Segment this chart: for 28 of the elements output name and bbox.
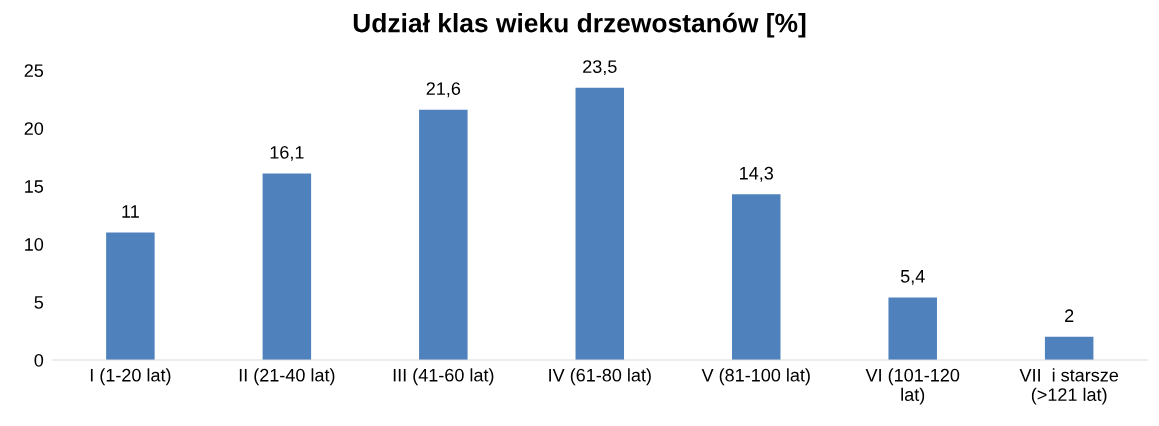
- y-tick-label: 10: [25, 238, 44, 251]
- x-tick-label: I (1-20 lat): [90, 368, 171, 386]
- y-tick-label: 5: [34, 296, 44, 309]
- data-label: 5,4: [900, 270, 925, 285]
- bar: [262, 173, 312, 360]
- bar: [575, 87, 625, 360]
- y-tick-label: 15: [25, 180, 44, 193]
- x-tick-label: V (81-100 lat): [701, 368, 810, 386]
- bar: [106, 232, 155, 360]
- data-label: 23,5: [583, 60, 617, 76]
- chart-title: Udział klas wieku drzewostanów [%]: [353, 12, 806, 38]
- data-label: 14,3: [740, 166, 774, 182]
- data-label: 21,6: [426, 82, 461, 98]
- y-tick-label: 0: [34, 353, 44, 367]
- data-label: 16,1: [270, 145, 304, 161]
- bar: [888, 297, 937, 360]
- y-tick-label: 25: [24, 64, 44, 78]
- x-tick-label: VI (101-120 lat): [865, 368, 960, 405]
- x-tick-label: VII i starsze (>121 lat): [1019, 368, 1119, 405]
- bar: [1044, 336, 1094, 360]
- x-tick-label: IV (61-80 lat): [549, 368, 651, 386]
- bar: [732, 194, 781, 360]
- y-tick-label: 20: [24, 122, 44, 135]
- data-label: 2: [1065, 309, 1074, 322]
- x-tick-label: III (41-60 lat): [393, 368, 494, 386]
- bar: [419, 109, 468, 360]
- x-tick-label: II (21-40 lat): [239, 368, 335, 386]
- data-label: 11: [122, 205, 139, 218]
